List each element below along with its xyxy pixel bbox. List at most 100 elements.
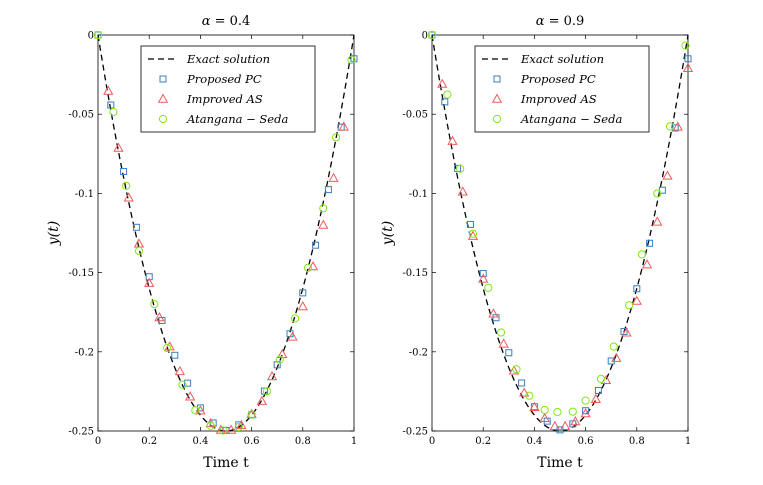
data-point-circle bbox=[512, 365, 521, 374]
legend-box bbox=[140, 45, 316, 133]
data-point-circle bbox=[497, 328, 506, 337]
data-point-triangle bbox=[682, 62, 694, 72]
data-point-circle bbox=[178, 380, 187, 389]
x-tick-label: 0.8 bbox=[629, 436, 645, 447]
x-axis-label: Time t bbox=[203, 455, 249, 471]
legend-label: Exact solution bbox=[520, 52, 604, 66]
data-point-circle bbox=[637, 250, 647, 259]
y-tick-label: -0.15 bbox=[68, 268, 94, 279]
data-point-circle bbox=[625, 301, 634, 310]
data-point-triangle bbox=[185, 391, 196, 401]
data-point-triangle bbox=[103, 85, 114, 95]
chart-title: α = 0.9 bbox=[536, 14, 585, 29]
data-point-triangle bbox=[447, 135, 458, 145]
data-point-triangle bbox=[236, 419, 247, 429]
data-point-square bbox=[120, 168, 128, 176]
x-tick-label: 0.2 bbox=[141, 436, 157, 447]
data-point-circle bbox=[262, 387, 272, 396]
chart-title-value: = 0.4 bbox=[210, 14, 250, 29]
data-point-square bbox=[107, 101, 115, 109]
data-point-triangle bbox=[529, 401, 540, 411]
data-point-circle bbox=[331, 133, 341, 142]
chart-title: α = 0.4 bbox=[202, 14, 251, 29]
y-tick-label: -0.05 bbox=[402, 110, 428, 121]
data-point-square bbox=[582, 407, 590, 415]
chart-title-symbol: α bbox=[536, 14, 545, 29]
data-point-triangle bbox=[287, 331, 298, 341]
series-triangle bbox=[437, 62, 694, 430]
data-point-triangle bbox=[549, 420, 561, 430]
data-point-triangle bbox=[590, 393, 601, 404]
data-point-circle bbox=[581, 396, 590, 405]
legend: Exact solution Proposed PC Improved AS Atan… bbox=[140, 45, 316, 133]
data-point-triangle bbox=[539, 412, 550, 423]
legend-label: Proposed PC bbox=[186, 72, 262, 86]
data-point-circle bbox=[568, 407, 577, 416]
legend-swatch-circle bbox=[492, 114, 502, 124]
data-point-square bbox=[184, 379, 192, 387]
x-tick-label: 0.4 bbox=[526, 436, 542, 447]
data-point-triangle bbox=[519, 387, 530, 397]
data-point-triangle bbox=[113, 142, 124, 152]
data-point-triangle bbox=[318, 219, 329, 229]
data-point-triangle bbox=[297, 300, 308, 311]
data-point-square bbox=[671, 124, 679, 132]
data-point-circle bbox=[484, 283, 493, 292]
data-point-triangle bbox=[246, 408, 257, 418]
plot-area bbox=[97, 34, 355, 432]
y-tick-label: 0 bbox=[88, 31, 94, 42]
data-point-triangle bbox=[437, 78, 448, 88]
exact-solution-line bbox=[97, 34, 355, 432]
data-point-circle bbox=[206, 421, 215, 430]
x-tick-label: 1 bbox=[351, 436, 357, 447]
data-point-circle bbox=[609, 342, 618, 351]
data-point-circle bbox=[525, 391, 534, 400]
y-tick-label: 0 bbox=[422, 31, 428, 42]
data-point-triangle bbox=[672, 121, 683, 131]
x-tick-label: 0.6 bbox=[578, 436, 594, 447]
data-point-triangle bbox=[164, 341, 175, 351]
data-point-circle bbox=[234, 422, 243, 432]
data-point-circle bbox=[291, 314, 300, 323]
data-point-square bbox=[620, 328, 628, 336]
data-point-triangle bbox=[478, 273, 489, 283]
legend-swatch-triangle bbox=[157, 93, 169, 103]
data-point-circle bbox=[456, 164, 465, 173]
legend-swatch-triangle bbox=[491, 93, 503, 103]
data-point-triangle bbox=[508, 365, 520, 375]
data-point-triangle bbox=[488, 308, 499, 318]
data-point-circle bbox=[163, 343, 172, 353]
data-point-square bbox=[594, 386, 602, 394]
data-point-triangle bbox=[144, 277, 155, 287]
legend: Exact solution Proposed PC Improved AS Atan… bbox=[474, 45, 650, 133]
data-point-circle bbox=[219, 426, 228, 435]
chart-title-symbol: α bbox=[202, 14, 211, 29]
x-tick-label: 0.2 bbox=[475, 436, 491, 447]
x-tick-label: 0.6 bbox=[244, 436, 260, 447]
data-point-circle bbox=[427, 30, 437, 40]
data-point-circle bbox=[134, 246, 144, 255]
data-point-circle bbox=[275, 355, 284, 364]
data-point-triangle bbox=[123, 192, 134, 202]
data-point-circle bbox=[540, 405, 549, 415]
data-point-circle bbox=[303, 263, 313, 272]
y-tick-label: -0.2 bbox=[409, 347, 428, 358]
data-point-square bbox=[428, 31, 436, 39]
y-tick-label: -0.25 bbox=[402, 427, 428, 438]
x-tick-label: 0 bbox=[95, 436, 101, 447]
data-point-triangle bbox=[328, 172, 339, 182]
data-point-square bbox=[479, 270, 487, 278]
data-point-triangle bbox=[195, 405, 206, 415]
data-point-triangle bbox=[580, 408, 591, 418]
series-circle bbox=[93, 30, 356, 435]
data-point-circle bbox=[653, 189, 662, 198]
data-point-circle bbox=[347, 55, 356, 64]
x-tick-label: 0.8 bbox=[295, 436, 311, 447]
y-tick-label: -0.15 bbox=[402, 268, 428, 279]
data-point-square bbox=[646, 239, 654, 247]
y-axis-label: y(t) bbox=[46, 221, 62, 246]
data-point-triangle bbox=[611, 352, 622, 362]
data-point-circle bbox=[191, 406, 200, 415]
data-point-square bbox=[518, 379, 526, 387]
